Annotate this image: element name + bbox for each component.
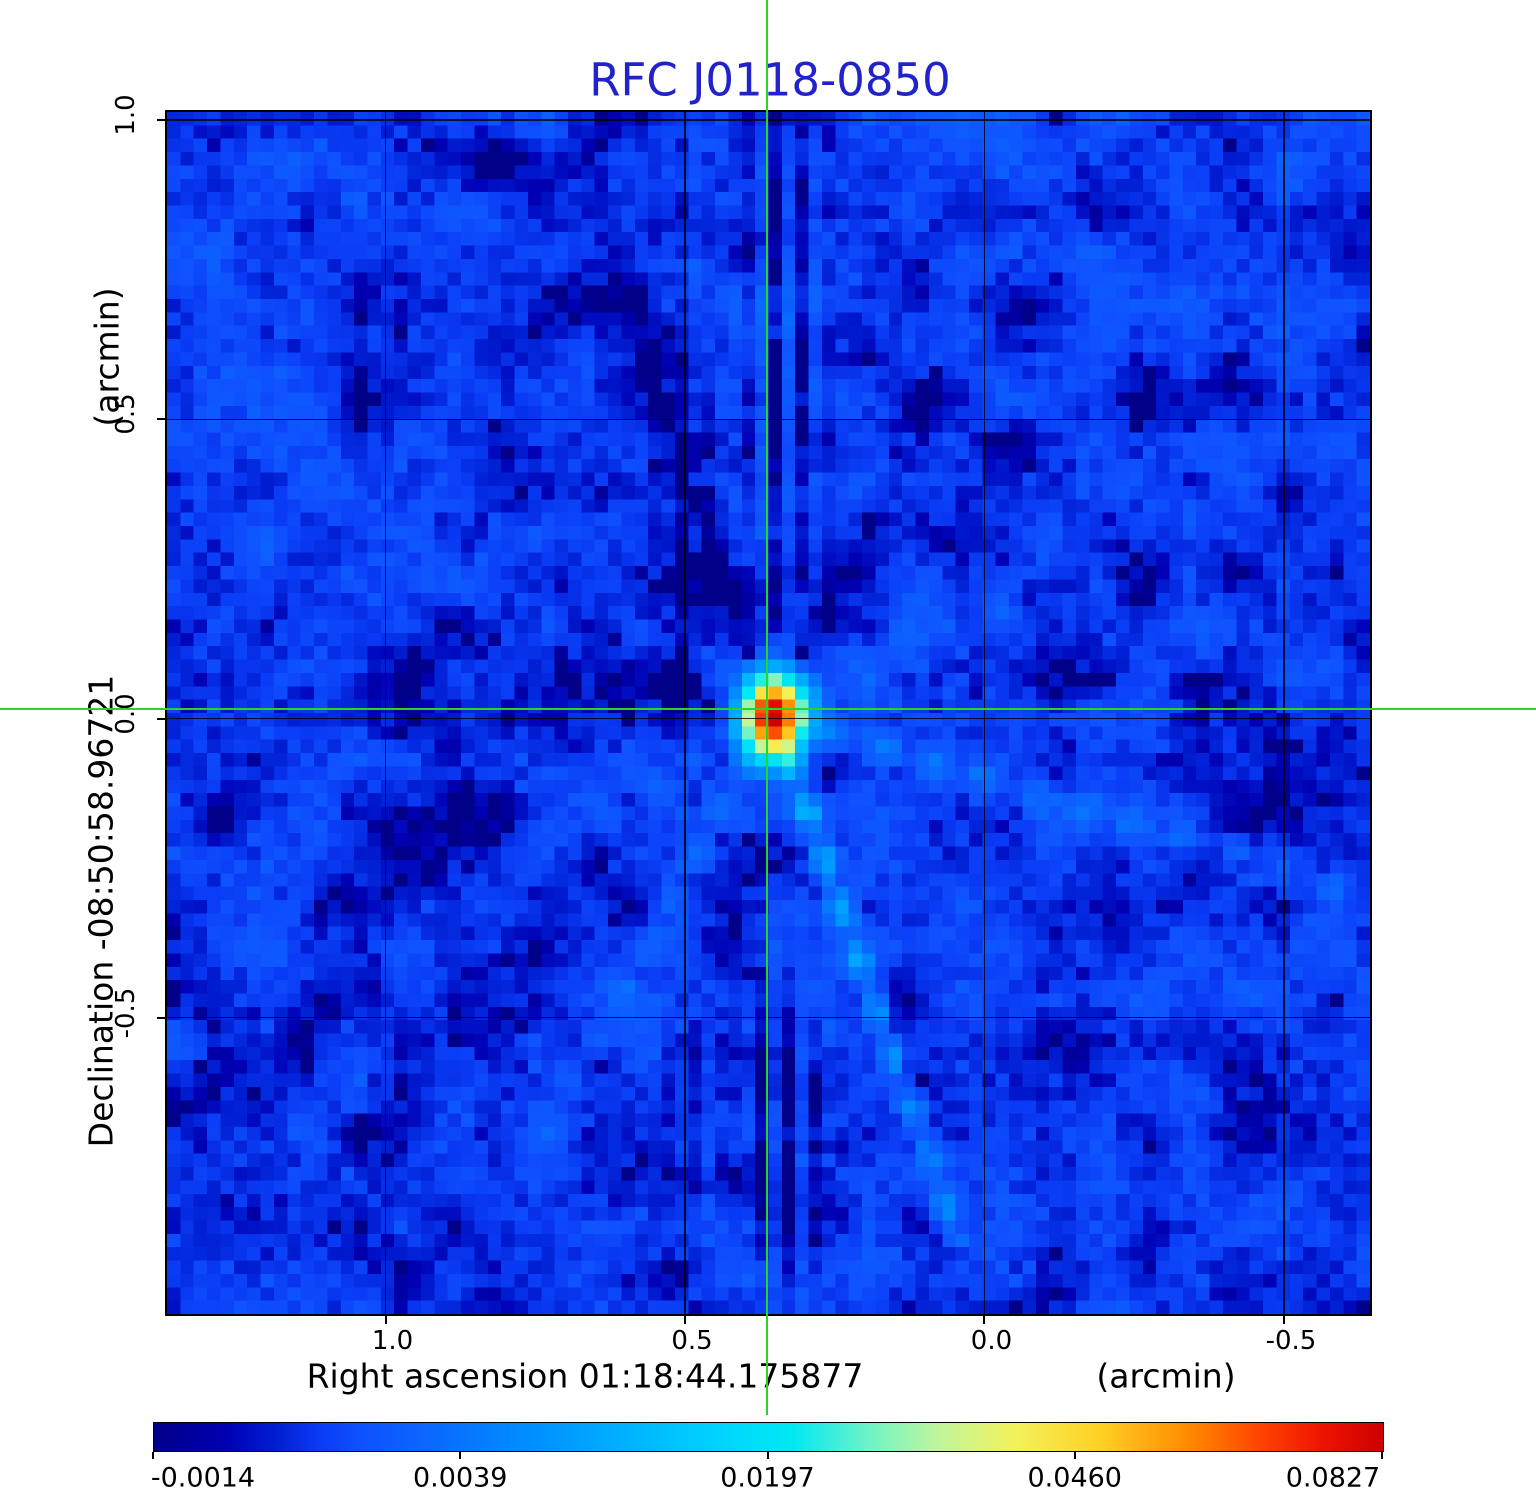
colorbar-tick-mark xyxy=(1381,1452,1383,1459)
x-tick-label: 0.0 xyxy=(970,1326,1013,1356)
y-tick-label: -0.5 xyxy=(111,987,141,1039)
grid-line-horizontal xyxy=(167,418,1370,420)
colorbar-tick-mark xyxy=(766,1452,769,1459)
colorbar-tick-mark xyxy=(1073,1452,1076,1459)
x-tick-label: -0.5 xyxy=(1265,1326,1317,1356)
colorbar xyxy=(153,1422,1384,1452)
grid-line-horizontal xyxy=(167,119,1370,121)
colorbar-tick-mark xyxy=(459,1452,462,1459)
x-tick-mark xyxy=(1282,1316,1285,1324)
grid-line-vertical xyxy=(684,112,686,1314)
x-tick-mark xyxy=(384,1316,387,1324)
x-tick-label: 0.5 xyxy=(671,1326,713,1356)
x-tick-mark xyxy=(684,1316,686,1324)
sky-map-canvas xyxy=(167,112,1370,1314)
crosshair-vertical-line xyxy=(766,0,768,1415)
colorbar-tick-label: 0.0039 xyxy=(413,1462,508,1494)
x-tick-label: 1.0 xyxy=(371,1326,414,1356)
y-tick-mark xyxy=(157,1016,165,1019)
x-axis-label: Right ascension 01:18:44.175877 xyxy=(306,1356,864,1396)
y-axis-label: Declination -08:50:58.96721 xyxy=(81,674,121,1148)
colorbar-tick-label: -0.0014 xyxy=(150,1462,256,1494)
chart-title: RFC J0118-0850 xyxy=(589,53,951,107)
grid-line-vertical xyxy=(983,112,986,1314)
x-tick-mark xyxy=(983,1316,986,1324)
colorbar-tick-label: 0.0460 xyxy=(1027,1462,1122,1494)
y-tick-label: 1.0 xyxy=(111,94,141,136)
x-axis-unit-label: (arcmin) xyxy=(1096,1356,1236,1396)
grid-line-vertical xyxy=(384,112,387,1314)
y-tick-label: 0.0 xyxy=(111,692,141,735)
crosshair-horizontal-line xyxy=(0,707,1536,710)
sky-map-panel xyxy=(165,110,1372,1316)
y-tick-mark xyxy=(157,717,165,720)
colorbar-tick-label: 0.0827 xyxy=(1285,1462,1381,1494)
y-tick-mark xyxy=(157,418,165,421)
grid-line-horizontal xyxy=(167,1016,1370,1019)
y-tick-mark xyxy=(157,119,165,122)
colorbar-tick-mark xyxy=(152,1452,154,1459)
y-tick-label: 0.5 xyxy=(111,393,141,435)
grid-line-vertical xyxy=(1283,112,1285,1314)
grid-line-horizontal xyxy=(167,717,1370,720)
colorbar-tick-label: 0.0197 xyxy=(720,1462,815,1494)
